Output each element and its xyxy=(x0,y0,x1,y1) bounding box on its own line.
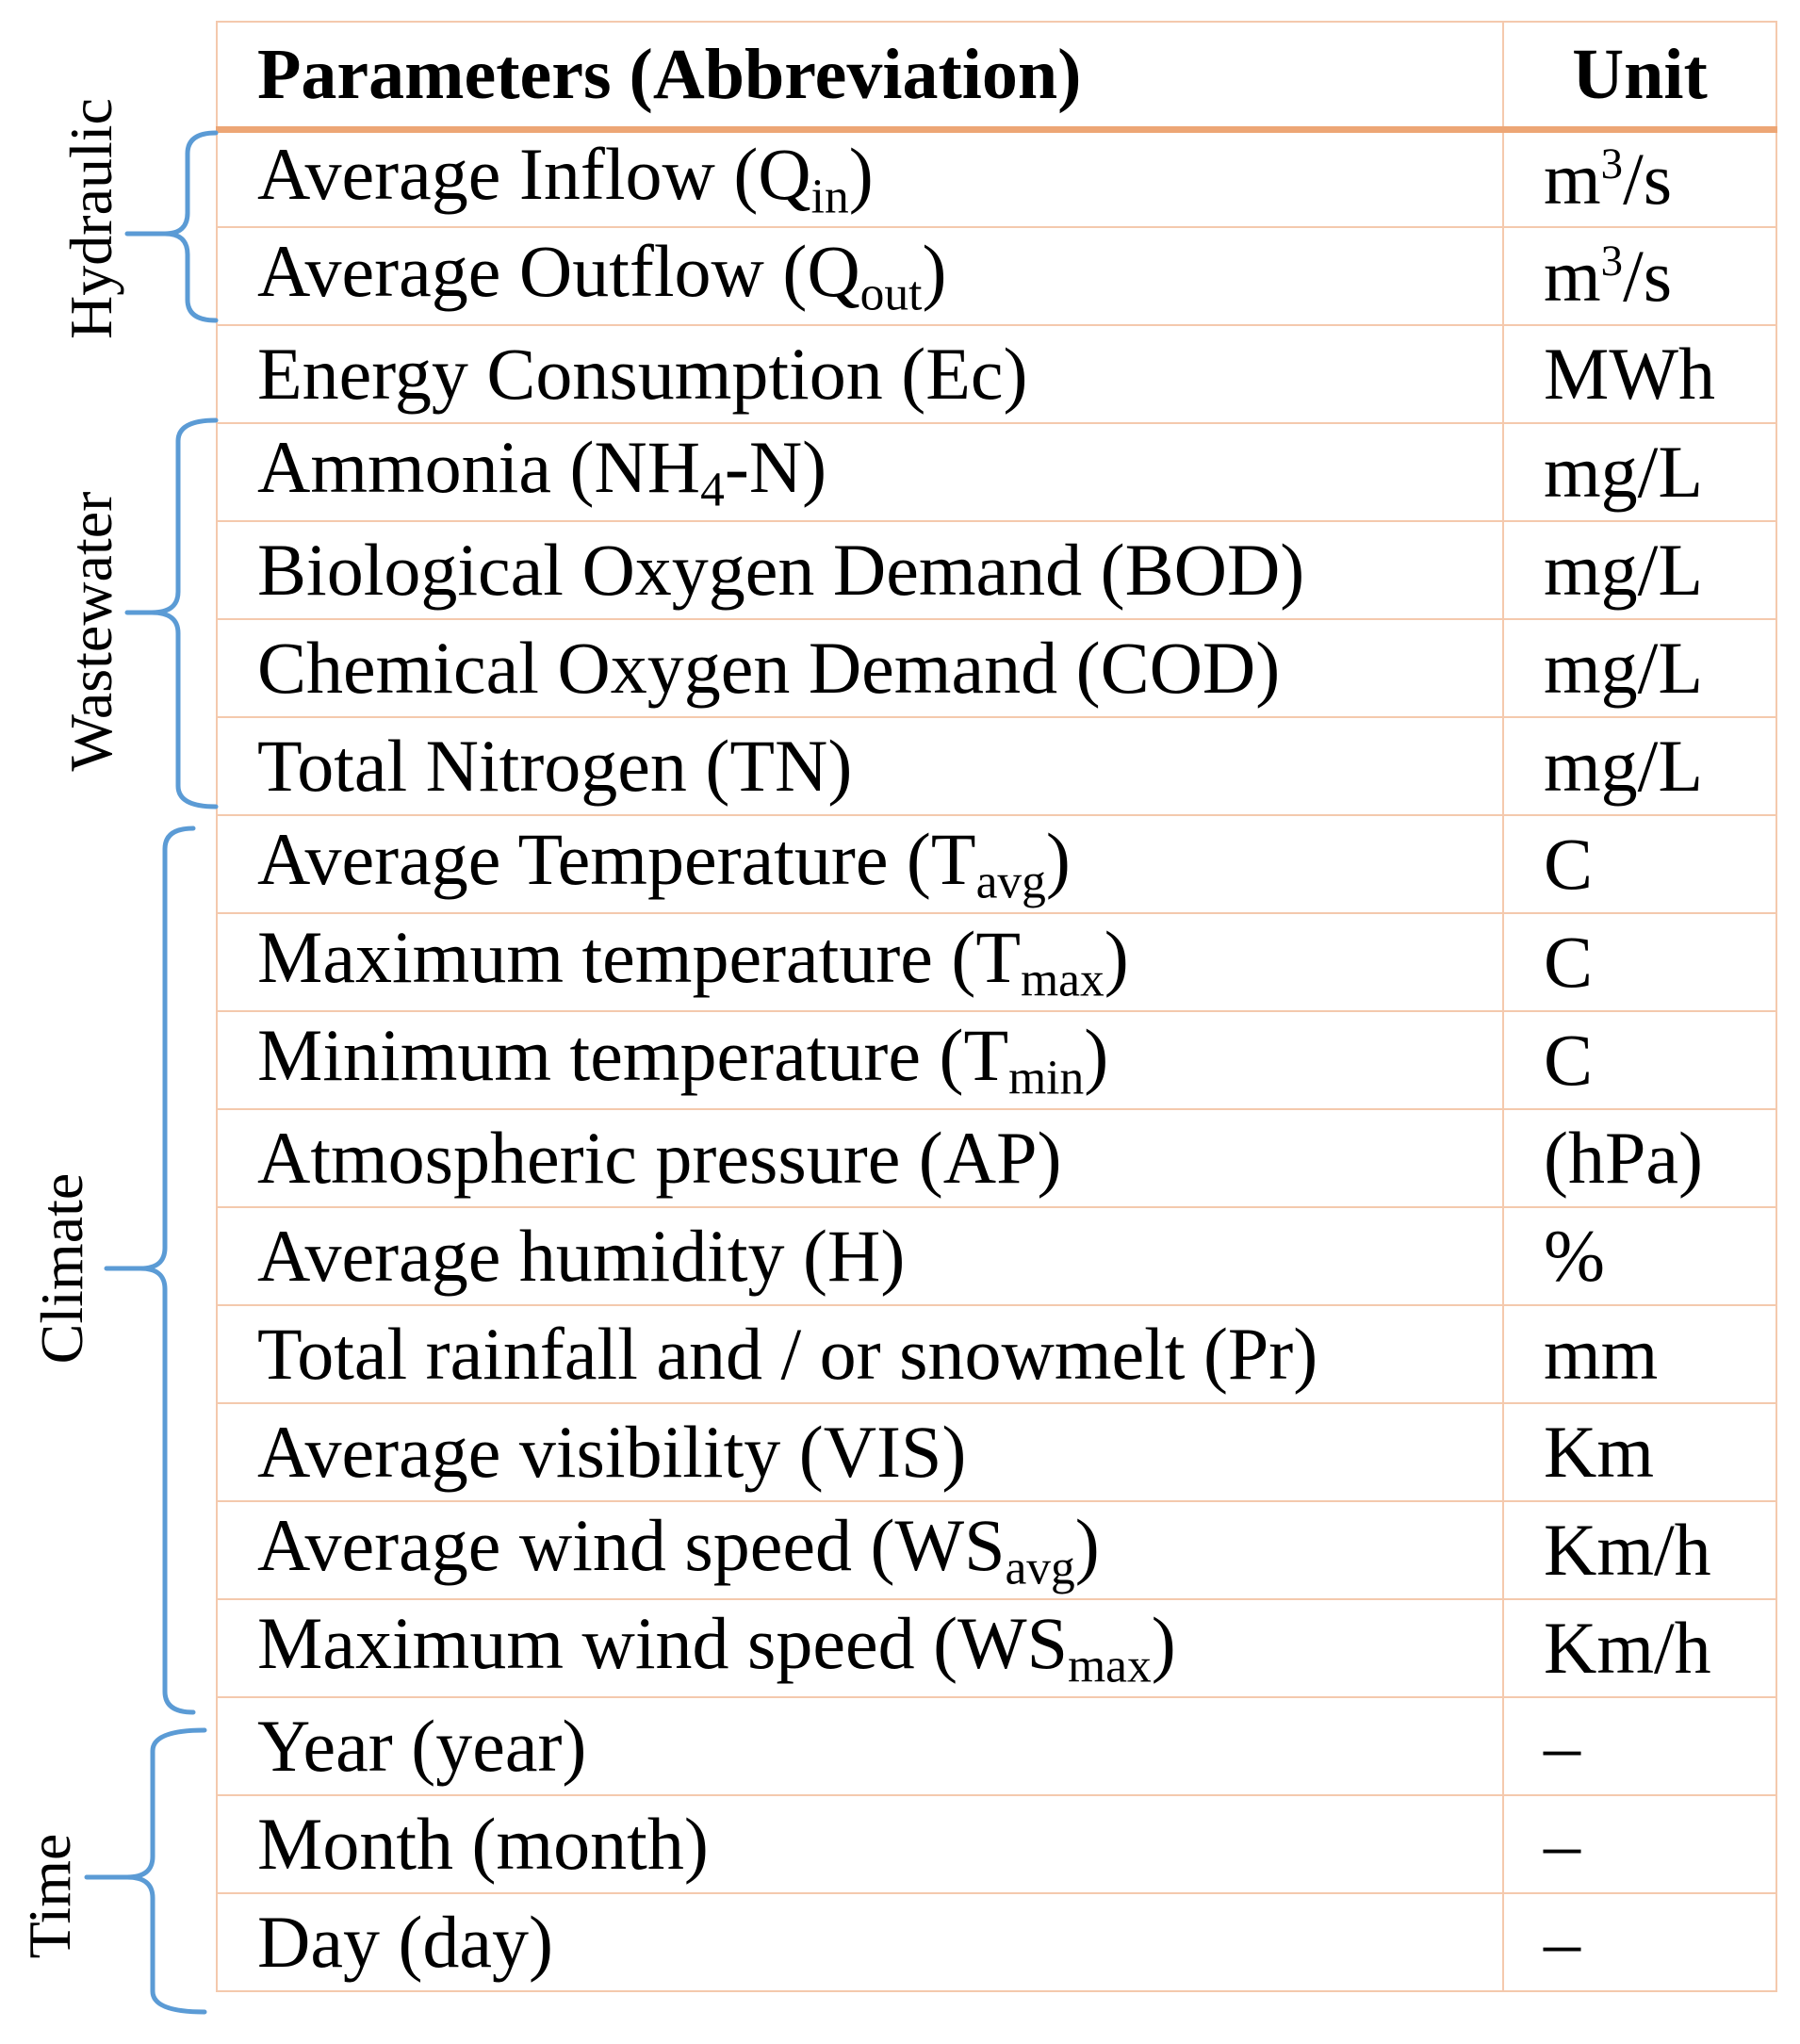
parameter-cell: Day (day) xyxy=(216,1892,1504,1992)
table-row: Average Temperature (Tavg) ˚ C xyxy=(216,814,1777,914)
unit-cell: (hPa) xyxy=(1502,1108,1777,1208)
table-row: Ammonia (NH4-N) mg/L xyxy=(216,422,1777,522)
unit-cell: Km/h xyxy=(1502,1598,1777,1698)
parameter-cell: Year (year) xyxy=(216,1696,1504,1796)
parameter-cell: Average Inflow (Qin) xyxy=(216,128,1504,228)
wastewater-bracket xyxy=(149,417,219,809)
unit-cell: – xyxy=(1502,1892,1777,1992)
parameter-cell: Total Nitrogen (TN) xyxy=(216,716,1504,816)
table-row: Energy Consumption (Ec) MWh xyxy=(216,324,1777,424)
parameter-cell: Chemical Oxygen Demand (COD) xyxy=(216,618,1504,718)
time-bracket xyxy=(124,1727,207,2015)
unit-cell: ˚ C xyxy=(1502,1010,1777,1110)
unit-cell: mg/L xyxy=(1502,520,1777,620)
table-row: Average wind speed (WSavg) Km/h xyxy=(216,1500,1777,1600)
group-label-time: Time xyxy=(16,1833,83,1959)
parameter-cell: Minimum temperature (Tmin) xyxy=(216,1010,1504,1110)
unit-cell: ˚ C xyxy=(1502,912,1777,1012)
parameters-table: Parameters (Abbreviation) Unit Average I… xyxy=(216,21,1777,1992)
table-row: Biological Oxygen Demand (BOD) mg/L xyxy=(216,520,1777,620)
table-row: Maximum temperature (Tmax) ˚ C xyxy=(216,912,1777,1012)
table-row: Total Nitrogen (TN) mg/L xyxy=(216,716,1777,816)
group-label-wastewater: Wastewater xyxy=(57,491,124,772)
unit-header: Unit xyxy=(1502,21,1777,133)
climate-bracket xyxy=(138,826,196,1715)
table-row: Day (day) – xyxy=(216,1892,1777,1992)
parameter-cell: Total rainfall and / or snowmelt (Pr) xyxy=(216,1304,1504,1404)
table-row: Year (year) – xyxy=(216,1696,1777,1796)
table-row: Total rainfall and / or snowmelt (Pr) mm xyxy=(216,1304,1777,1404)
parameters-header: Parameters (Abbreviation) xyxy=(216,21,1504,133)
parameter-cell: Maximum wind speed (WSmax) xyxy=(216,1598,1504,1698)
unit-cell: m3/s xyxy=(1502,128,1777,228)
parameter-cell: Energy Consumption (Ec) xyxy=(216,324,1504,424)
parameter-cell: Maximum temperature (Tmax) xyxy=(216,912,1504,1012)
header-row: Parameters (Abbreviation) Unit xyxy=(216,21,1777,133)
unit-cell: mg/L xyxy=(1502,422,1777,522)
unit-cell: % xyxy=(1502,1206,1777,1306)
unit-cell: – xyxy=(1502,1794,1777,1894)
parameter-cell: Average Temperature (Tavg) xyxy=(216,814,1504,914)
unit-cell: mg/L xyxy=(1502,716,1777,816)
unit-cell: m3/s xyxy=(1502,226,1777,326)
parameter-cell: Average visibility (VIS) xyxy=(216,1402,1504,1502)
table-row: Minimum temperature (Tmin) ˚ C xyxy=(216,1010,1777,1110)
table-row: Month (month) – xyxy=(216,1794,1777,1894)
hydraulic-bracket xyxy=(162,130,219,323)
parameter-cell: Atmospheric pressure (AP) xyxy=(216,1108,1504,1208)
parameter-cell: Average wind speed (WSavg) xyxy=(216,1500,1504,1600)
group-label-climate: Climate xyxy=(28,1172,95,1365)
table-row: Average Outflow (Qout) m3/s xyxy=(216,226,1777,326)
unit-cell: ˚ C xyxy=(1502,814,1777,914)
unit-cell: Km/h xyxy=(1502,1500,1777,1600)
unit-cell: mm xyxy=(1502,1304,1777,1404)
table-row: Atmospheric pressure (AP) (hPa) xyxy=(216,1108,1777,1208)
table-row: Average visibility (VIS) Km xyxy=(216,1402,1777,1502)
table-row: Average Inflow (Qin) m3/s xyxy=(216,128,1777,228)
parameter-cell: Average humidity (H) xyxy=(216,1206,1504,1306)
parameter-cell: Month (month) xyxy=(216,1794,1504,1894)
table-row: Average humidity (H) % xyxy=(216,1206,1777,1306)
group-label-hydraulic: Hydraulic xyxy=(57,98,124,339)
unit-cell: – xyxy=(1502,1696,1777,1796)
table-row: Chemical Oxygen Demand (COD) mg/L xyxy=(216,618,1777,718)
unit-cell: mg/L xyxy=(1502,618,1777,718)
unit-cell: MWh xyxy=(1502,324,1777,424)
unit-cell: Km xyxy=(1502,1402,1777,1502)
table-row: Maximum wind speed (WSmax) Km/h xyxy=(216,1598,1777,1698)
parameter-cell: Ammonia (NH4-N) xyxy=(216,422,1504,522)
parameter-cell: Biological Oxygen Demand (BOD) xyxy=(216,520,1504,620)
parameter-cell: Average Outflow (Qout) xyxy=(216,226,1504,326)
